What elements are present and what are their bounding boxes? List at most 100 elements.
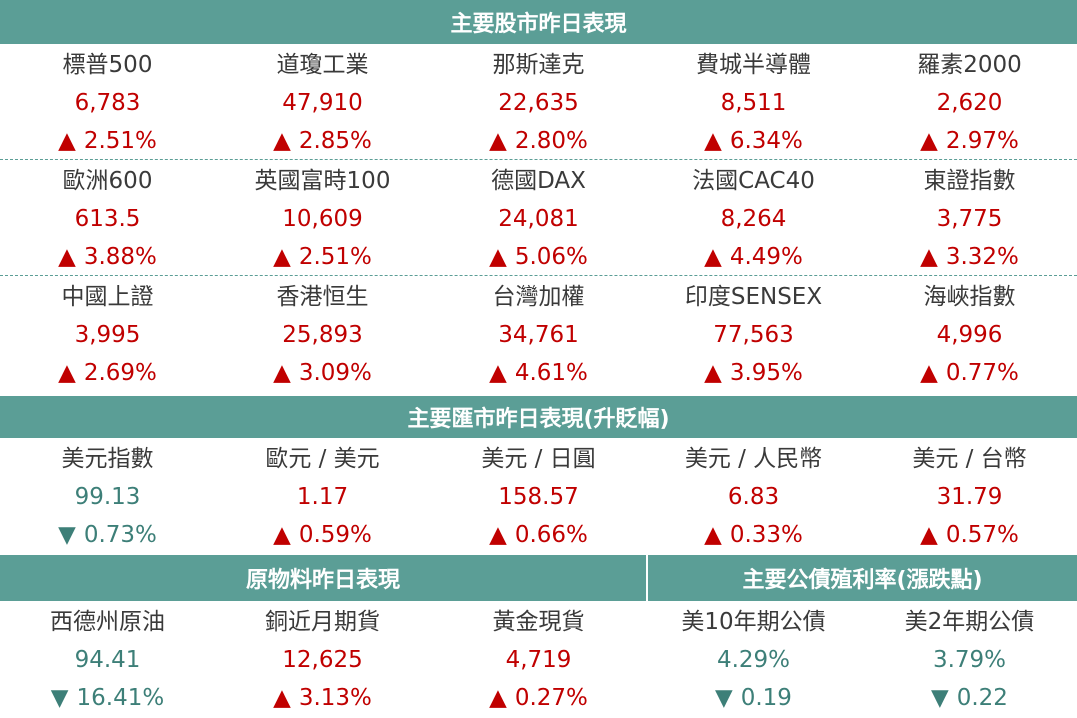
- change-value: 0.27%: [514, 685, 588, 711]
- instrument-change: ▲ 2.97%: [862, 126, 1077, 156]
- change-value: 4.49%: [729, 244, 803, 270]
- change-value: 0.66%: [514, 522, 588, 548]
- instrument-change: ▼ 0.19: [646, 683, 861, 713]
- stock-cell: 德國DAX 24,081 ▲ 5.06%: [431, 160, 646, 276]
- up-arrow-icon: ▲: [58, 360, 76, 386]
- up-arrow-icon: ▲: [58, 244, 76, 270]
- change-value: 0.22: [956, 685, 1008, 711]
- stocks-row: 標普500 6,783 ▲ 2.51% 道瓊工業 47,910 ▲ 2.85% 那斯達克 22,6…: [0, 44, 1077, 160]
- instrument-name: 印度SENSEX: [684, 284, 823, 310]
- instrument-change: ▲ 3.13%: [215, 683, 430, 713]
- change-value: 16.41%: [76, 685, 165, 711]
- change-value: 6.34%: [729, 128, 803, 154]
- instrument-value: 25,893: [282, 322, 363, 348]
- instrument-value: 3,995: [74, 322, 141, 348]
- commodity-cell: 黃金現貨 4,719 ▲ 0.27%: [431, 601, 646, 717]
- bonds-section-title: 主要公債殖利率(漲跌點): [742, 568, 983, 593]
- up-arrow-icon: ▲: [704, 360, 722, 386]
- change-value: 0.73%: [83, 522, 157, 548]
- change-value: 0.19: [740, 685, 792, 711]
- instrument-name: 費城半導體: [696, 52, 811, 78]
- instrument-name: 美10年期公債: [681, 609, 826, 635]
- up-arrow-icon: ▲: [489, 522, 507, 548]
- instrument-value: 8,511: [720, 90, 787, 116]
- up-arrow-icon: ▲: [704, 128, 722, 154]
- up-arrow-icon: ▲: [489, 685, 507, 711]
- instrument-change: ▲ 0.59%: [215, 520, 430, 550]
- commodities-section-title: 原物料昨日表現: [245, 568, 400, 593]
- instrument-value: 6.83: [727, 484, 780, 510]
- change-value: 3.13%: [298, 685, 372, 711]
- instrument-change: ▲ 0.27%: [431, 683, 646, 713]
- up-arrow-icon: ▲: [489, 244, 507, 270]
- change-value: 3.88%: [83, 244, 157, 270]
- change-value: 4.61%: [514, 360, 588, 386]
- fx-cell: 美元 / 人民幣 6.83 ▲ 0.33%: [646, 438, 861, 554]
- fx-row: 美元指數 99.13 ▼ 0.73% 歐元 / 美元 1.17 ▲ 0.59% 美元 / 日圓 1…: [0, 438, 1077, 554]
- instrument-value: 3.79%: [932, 647, 1007, 673]
- stock-cell: 香港恒生 25,893 ▲ 3.09%: [215, 276, 430, 392]
- change-value: 2.51%: [83, 128, 157, 154]
- instrument-change: ▲ 2.51%: [0, 126, 215, 156]
- down-arrow-icon: ▼: [715, 685, 733, 711]
- instrument-name: 香港恒生: [276, 284, 369, 310]
- instrument-name: 海峽指數: [923, 284, 1016, 310]
- change-value: 3.95%: [729, 360, 803, 386]
- stock-cell: 羅素2000 2,620 ▲ 2.97%: [862, 44, 1077, 160]
- instrument-value: 2,620: [936, 90, 1003, 116]
- stock-cell: 台灣加權 34,761 ▲ 4.61%: [431, 276, 646, 392]
- instrument-change: ▼ 0.73%: [0, 520, 215, 550]
- instrument-value: 158.57: [498, 484, 579, 510]
- instrument-name: 歐元 / 美元: [265, 446, 380, 472]
- instrument-value: 22,635: [498, 90, 579, 116]
- stock-cell: 道瓊工業 47,910 ▲ 2.85%: [215, 44, 430, 160]
- instrument-name: 美2年期公債: [904, 609, 1035, 635]
- stock-cell: 法國CAC40 8,264 ▲ 4.49%: [646, 160, 861, 276]
- instrument-name: 那斯達克: [492, 52, 585, 78]
- stock-cell: 東證指數 3,775 ▲ 3.32%: [862, 160, 1077, 276]
- instrument-change: ▲ 2.85%: [215, 126, 430, 156]
- fx-cell: 美元 / 日圓 158.57 ▲ 0.66%: [431, 438, 646, 554]
- header-divider: [646, 555, 648, 601]
- stock-cell: 印度SENSEX 77,563 ▲ 3.95%: [646, 276, 861, 392]
- instrument-value: 4,719: [505, 647, 572, 673]
- instrument-value: 77,563: [713, 322, 794, 348]
- instrument-change: ▲ 0.66%: [431, 520, 646, 550]
- instrument-change: ▲ 3.88%: [0, 242, 215, 272]
- up-arrow-icon: ▲: [920, 128, 938, 154]
- bond-cell: 美2年期公債 3.79% ▼ 0.22: [862, 601, 1077, 717]
- down-arrow-icon: ▼: [50, 685, 69, 711]
- instrument-value: 4,996: [936, 322, 1003, 348]
- stocks-row: 歐洲600 613.5 ▲ 3.88% 英國富時100 10,609 ▲ 2.51% 德國DAX…: [0, 160, 1077, 276]
- instrument-name: 黃金現貨: [492, 609, 585, 635]
- instrument-change: ▲ 4.61%: [431, 358, 646, 388]
- down-arrow-icon: ▼: [931, 685, 949, 711]
- instrument-name: 西德州原油: [50, 609, 165, 635]
- fx-cell: 美元 / 台幣 31.79 ▲ 0.57%: [862, 438, 1077, 554]
- fx-section-header: 主要匯市昨日表現(升貶幅): [0, 396, 1077, 438]
- stock-cell: 英國富時100 10,609 ▲ 2.51%: [215, 160, 430, 276]
- change-value: 2.51%: [298, 244, 372, 270]
- instrument-value: 34,761: [498, 322, 579, 348]
- up-arrow-icon: ▲: [58, 128, 76, 154]
- instrument-value: 99.13: [74, 484, 141, 510]
- instrument-value: 10,609: [282, 206, 363, 232]
- stock-cell: 那斯達克 22,635 ▲ 2.80%: [431, 44, 646, 160]
- instrument-value: 24,081: [498, 206, 579, 232]
- instrument-change: ▲ 0.77%: [862, 358, 1077, 388]
- down-arrow-icon: ▼: [58, 522, 76, 548]
- instrument-name: 東證指數: [923, 168, 1016, 194]
- up-arrow-icon: ▲: [273, 522, 291, 548]
- instrument-name: 銅近月期貨: [265, 609, 380, 635]
- up-arrow-icon: ▲: [489, 128, 507, 154]
- commodity-cell: 銅近月期貨 12,625 ▲ 3.13%: [215, 601, 430, 717]
- up-arrow-icon: ▲: [920, 244, 938, 270]
- fx-section-title: 主要匯市昨日表現(升貶幅): [407, 407, 670, 432]
- up-arrow-icon: ▲: [704, 522, 722, 548]
- instrument-change: ▼ 0.22: [862, 683, 1077, 713]
- stock-cell: 費城半導體 8,511 ▲ 6.34%: [646, 44, 861, 160]
- change-value: 0.57%: [945, 522, 1019, 548]
- bonds-section-header: 主要公債殖利率(漲跌點): [648, 555, 1077, 601]
- up-arrow-icon: ▲: [920, 522, 938, 548]
